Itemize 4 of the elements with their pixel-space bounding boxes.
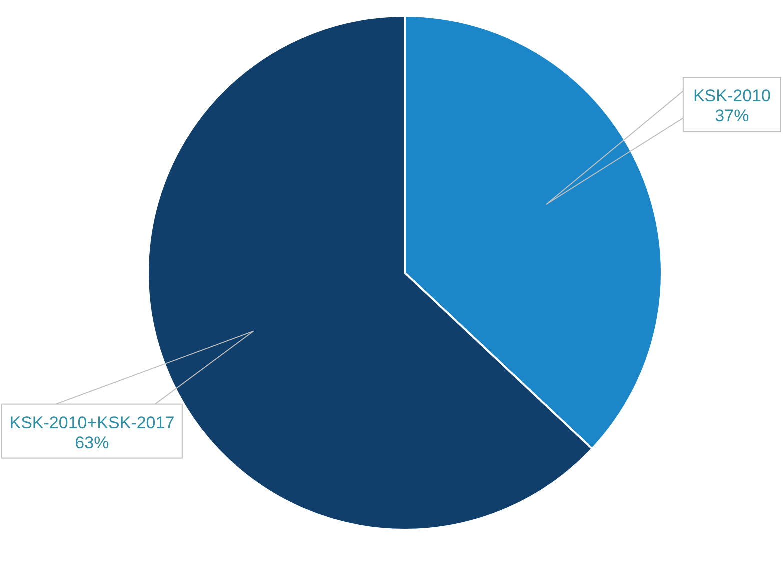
data-label: 37% [715, 106, 750, 126]
slice-label: KSK-2010 [693, 86, 771, 106]
slice-label: KSK-2010+KSK-2017 [10, 413, 175, 432]
data-label: 63% [75, 433, 110, 452]
